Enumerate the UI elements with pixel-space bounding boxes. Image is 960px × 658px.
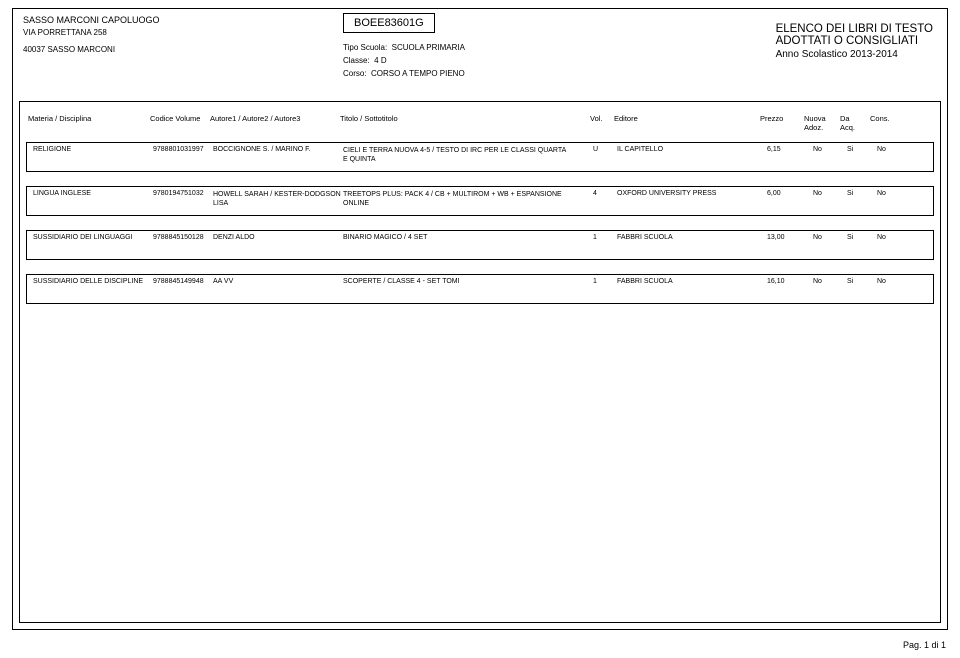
cell-titolo: TREETOPS PLUS: PACK 4 / CB + MULTIROM + … <box>343 190 562 208</box>
page-frame: SASSO MARCONI CAPOLUOGO VIA PORRETTANA 2… <box>12 8 948 630</box>
cell-titolo: BINARIO MAGICO / 4 SET <box>343 234 427 241</box>
cell-prezzo: 6,00 <box>767 190 781 197</box>
col-editore: Editore <box>614 114 638 123</box>
body-frame: Materia / Disciplina Codice Volume Autor… <box>19 101 941 623</box>
header: SASSO MARCONI CAPOLUOGO VIA PORRETTANA 2… <box>13 9 947 95</box>
column-headers: Materia / Disciplina Codice Volume Autor… <box>20 114 940 136</box>
title-block: ELENCO DEI LIBRI DI TESTO ADOTTATI O CON… <box>776 23 933 60</box>
col-materia: Materia / Disciplina <box>28 114 91 123</box>
cell-nuova: No <box>813 146 822 153</box>
tipo-value: SCUOLA PRIMARIA <box>392 43 465 52</box>
cell-da: Si <box>847 146 853 153</box>
cell-cons: No <box>877 146 886 153</box>
cell-prezzo: 16,10 <box>767 278 785 285</box>
corso-value: CORSO A TEMPO PIENO <box>371 69 465 78</box>
cell-codice: 9788801031997 <box>153 146 204 153</box>
cell-prezzo: 6,15 <box>767 146 781 153</box>
table-row: SUSSIDIARIO DELLE DISCIPLINE 97888451499… <box>26 274 934 304</box>
col-cons: Cons. <box>870 114 890 123</box>
cell-titolo-2: E QUINTA <box>343 156 376 163</box>
title-line2: ADOTTATI O CONSIGLIATI <box>776 35 933 47</box>
meta-block: Tipo Scuola: SCUOLA PRIMARIA Classe: 4 D… <box>343 41 465 80</box>
school-name: SASSO MARCONI CAPOLUOGO <box>23 15 160 25</box>
cell-titolo-2: ONLINE <box>343 200 369 207</box>
col-da: Da Acq. <box>840 114 855 132</box>
table-row: SUSSIDIARIO DEI LINGUAGGI 9788845150128 … <box>26 230 934 260</box>
cell-editore: OXFORD UNIVERSITY PRESS <box>617 190 716 197</box>
table-row: RELIGIONE 9788801031997 BOCCIGNONE S. / … <box>26 142 934 172</box>
cell-titolo: SCOPERTE / CLASSE 4 - SET TOMI <box>343 278 460 285</box>
col-nuova-2: Adoz. <box>804 123 823 132</box>
col-nuova: Nuova Adoz. <box>804 114 826 132</box>
col-autore: Autore1 / Autore2 / Autore3 <box>210 114 300 123</box>
cell-editore: IL CAPITELLO <box>617 146 663 153</box>
cell-autore: DENZI ALDO <box>213 234 255 241</box>
corso-label: Corso: <box>343 69 367 78</box>
cell-codice: 9788845149948 <box>153 278 204 285</box>
cell-vol: 4 <box>593 190 597 197</box>
cell-cons: No <box>877 234 886 241</box>
cell-cons: No <box>877 190 886 197</box>
table-row: LINGUA INGLESE 9780194751032 HOWELL SARA… <box>26 186 934 216</box>
cell-codice: 9780194751032 <box>153 190 204 197</box>
cell-prezzo: 13,00 <box>767 234 785 241</box>
cell-autore-1: HOWELL SARAH / KESTER-DODGSON <box>213 191 341 198</box>
cell-codice: 9788845150128 <box>153 234 204 241</box>
cell-nuova: No <box>813 190 822 197</box>
cell-autore: BOCCIGNONE S. / MARINO F. <box>213 146 311 153</box>
cell-da: Si <box>847 278 853 285</box>
cell-titolo-1: TREETOPS PLUS: PACK 4 / CB + MULTIROM + … <box>343 191 562 198</box>
cell-autore-2: LISA <box>213 200 228 207</box>
cell-materia: SUSSIDIARIO DEI LINGUAGGI <box>33 234 133 241</box>
cell-nuova: No <box>813 234 822 241</box>
cell-materia: SUSSIDIARIO DELLE DISCIPLINE <box>33 278 143 285</box>
col-prezzo: Prezzo <box>760 114 783 123</box>
cell-editore: FABBRI SCUOLA <box>617 234 673 241</box>
cell-vol: 1 <box>593 234 597 241</box>
tipo-label: Tipo Scuola: <box>343 43 387 52</box>
cell-editore: FABBRI SCUOLA <box>617 278 673 285</box>
title-line1: ELENCO DEI LIBRI DI TESTO <box>776 23 933 35</box>
cell-materia: RELIGIONE <box>33 146 71 153</box>
col-codice: Codice Volume <box>150 114 200 123</box>
col-titolo: Titolo / Sottotitolo <box>340 114 398 123</box>
school-block: SASSO MARCONI CAPOLUOGO VIA PORRETTANA 2… <box>23 15 160 54</box>
classe-value: 4 D <box>374 56 386 65</box>
cell-vol: 1 <box>593 278 597 285</box>
classe-label: Classe: <box>343 56 370 65</box>
cell-autore: HOWELL SARAH / KESTER-DODGSON LISA <box>213 190 341 208</box>
cell-nuova: No <box>813 278 822 285</box>
page-number: Pag. 1 di 1 <box>903 640 946 650</box>
cell-titolo-1: CIELI E TERRA NUOVA 4-5 / TESTO DI IRC P… <box>343 147 566 154</box>
col-da-1: Da <box>840 114 850 123</box>
school-code-box: BOEE83601G <box>343 13 435 33</box>
col-da-2: Acq. <box>840 123 855 132</box>
cell-autore: AA VV <box>213 278 233 285</box>
col-vol: Vol. <box>590 114 603 123</box>
cell-vol: U <box>593 146 598 153</box>
cell-da: Si <box>847 234 853 241</box>
cell-da: Si <box>847 190 853 197</box>
cell-cons: No <box>877 278 886 285</box>
title-year: Anno Scolastico 2013-2014 <box>776 49 933 60</box>
cell-titolo: CIELI E TERRA NUOVA 4-5 / TESTO DI IRC P… <box>343 146 566 164</box>
school-address: VIA PORRETTANA 258 <box>23 28 160 37</box>
col-nuova-1: Nuova <box>804 114 826 123</box>
cell-materia: LINGUA INGLESE <box>33 190 91 197</box>
school-city: 40037 SASSO MARCONI <box>23 45 160 54</box>
